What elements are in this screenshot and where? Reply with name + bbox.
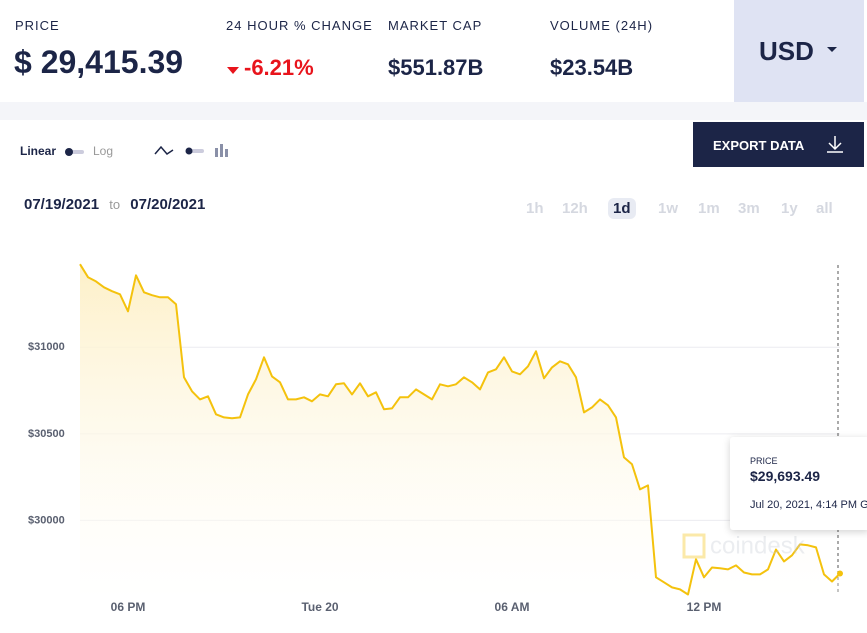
- down-caret: [227, 67, 239, 74]
- date-range: 07/19/2021 to 07/20/2021: [24, 196, 205, 213]
- volume-label: VOLUME (24H): [550, 18, 654, 33]
- watermark-text: coindesk: [710, 532, 806, 559]
- linear-toggle[interactable]: Linear: [20, 144, 57, 158]
- tooltip-value: $29,693.49: [750, 468, 821, 484]
- chart-style-toggle[interactable]: [153, 142, 233, 160]
- date-to[interactable]: 07/20/2021: [130, 196, 206, 213]
- scale-switch[interactable]: [64, 147, 86, 157]
- date-sep: to: [109, 197, 121, 212]
- x-tick-label: Tue 20: [301, 600, 338, 614]
- currency-select[interactable]: USD: [734, 0, 864, 102]
- range-button[interactable]: 1y: [781, 200, 798, 217]
- export-button[interactable]: EXPORT DATA: [693, 122, 864, 167]
- y-tick-label: $30500: [28, 428, 65, 440]
- price-value: 29,415.39: [40, 44, 184, 80]
- y-tick-label: $31000: [28, 341, 65, 353]
- volume-value: $23.54B: [550, 55, 634, 80]
- x-tick-label: 06 AM: [495, 600, 530, 614]
- currency: USD: [759, 36, 814, 66]
- range-button[interactable]: all: [816, 200, 833, 217]
- separator: [0, 102, 867, 120]
- download-icon: [827, 136, 843, 153]
- range-button[interactable]: 1w: [658, 200, 679, 217]
- range-button[interactable]: 1d: [608, 198, 636, 219]
- price: $ 29,415.39: [14, 44, 183, 81]
- change-value: -6.21%: [244, 55, 314, 80]
- range-button[interactable]: 1m: [698, 200, 720, 217]
- x-tick-label: 06 PM: [111, 600, 146, 614]
- range-button[interactable]: 12h: [562, 200, 588, 217]
- market-cap-value: $551.87B: [388, 55, 484, 80]
- change-label: 24 HOUR % CHANGE: [226, 18, 373, 33]
- tooltip-time: Jul 20, 2021, 4:14 PM G: [750, 499, 867, 511]
- price-line: [79, 263, 841, 596]
- export-label: EXPORT DATA: [713, 138, 805, 153]
- hover-dot: [837, 570, 843, 577]
- tooltip: PRICE $29,693.49 Jul 20, 2021, 4:14 PM G: [730, 437, 867, 530]
- price-symbol: $: [14, 44, 32, 80]
- y-tick-label: $30000: [28, 514, 65, 526]
- tooltip-label: PRICE: [750, 456, 778, 466]
- market-cap-label: MARKET CAP: [388, 18, 483, 33]
- dropdown-caret: [827, 47, 837, 52]
- date-from[interactable]: 07/19/2021: [24, 196, 100, 213]
- x-tick-label: 12 PM: [687, 600, 722, 614]
- log-toggle[interactable]: Log: [93, 144, 114, 158]
- range-button[interactable]: 1h: [526, 200, 544, 217]
- price-label: PRICE: [15, 18, 60, 33]
- range-button[interactable]: 3m: [738, 200, 760, 217]
- watermark: coindesk: [682, 532, 806, 559]
